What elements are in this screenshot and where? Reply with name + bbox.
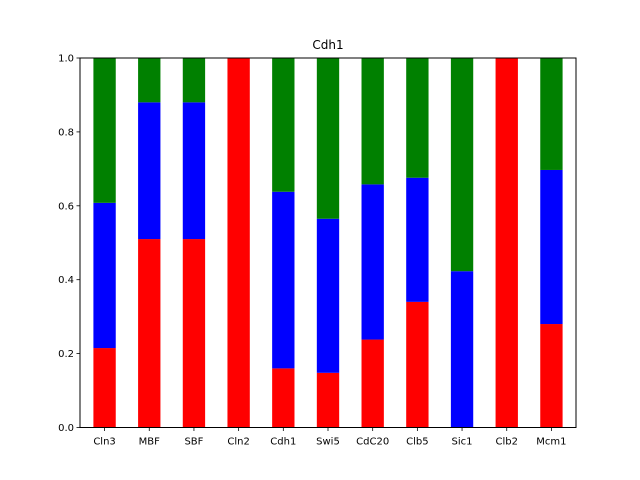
x-axis: Cln3 MBF SBF Cln2 Cdh1 Swi5 CdC20 Clb5 Sic1 Clb2 M… bbox=[93, 427, 567, 448]
bar-mcm1-segment-2 bbox=[540, 169, 563, 325]
y-tick-label: 0.6 bbox=[58, 201, 74, 212]
bar-cdh1-segment-1 bbox=[272, 368, 295, 428]
bar-cdh1-segment-2 bbox=[272, 191, 295, 369]
x-tick-label: Swi5 bbox=[316, 437, 340, 448]
x-tick-label: MBF bbox=[139, 437, 160, 448]
x-tick-label: Cln2 bbox=[227, 437, 249, 448]
bar-clb5-segment-3 bbox=[406, 58, 429, 178]
x-tick-label: CdC20 bbox=[356, 437, 389, 448]
y-tick-label: 0.0 bbox=[58, 423, 74, 434]
bar-sic1-segment-2 bbox=[450, 271, 474, 428]
y-tick-label: 0.4 bbox=[58, 275, 74, 286]
bar-cdc20-segment-3 bbox=[361, 58, 384, 185]
y-tick-label: 0.2 bbox=[58, 349, 74, 360]
y-axis: 0.0 0.2 0.4 0.6 0.8 1.0 bbox=[58, 54, 80, 434]
bar-clb5-segment-2 bbox=[406, 177, 429, 302]
bar-sbf-segment-1 bbox=[182, 239, 206, 428]
bar-sbf-segment-2 bbox=[182, 102, 206, 240]
x-tick-label: Cdh1 bbox=[270, 437, 296, 448]
bar-cln3-segment-3 bbox=[93, 58, 116, 203]
bar-mcm1-segment-3 bbox=[540, 58, 563, 170]
bar-cdh1-segment-3 bbox=[272, 58, 295, 192]
y-tick-label: 0.8 bbox=[58, 127, 74, 138]
x-tick-label: Clb2 bbox=[495, 437, 517, 448]
bar-clb5-segment-1 bbox=[406, 301, 429, 428]
bar-mbf-segment-2 bbox=[138, 102, 161, 240]
bar-cln2-segment-1 bbox=[227, 58, 250, 428]
bar-mcm1-segment-1 bbox=[540, 324, 563, 428]
plot-frame bbox=[79, 57, 577, 428]
y-tick-label: 1.0 bbox=[58, 54, 74, 65]
bar-swi5-segment-3 bbox=[316, 58, 340, 219]
bar-mbf-segment-3 bbox=[138, 58, 161, 103]
bar-sic1-segment-3 bbox=[450, 58, 474, 272]
bar-cdc20-segment-1 bbox=[361, 339, 384, 428]
bar-swi5-segment-2 bbox=[316, 218, 340, 373]
bar-clb2-segment-1 bbox=[495, 58, 518, 428]
chart-title: Cdh1 bbox=[312, 38, 343, 52]
bar-cdc20-segment-2 bbox=[361, 184, 384, 340]
x-tick-label: Sic1 bbox=[452, 437, 473, 448]
bar-cln3-segment-2 bbox=[93, 202, 116, 349]
x-tick-label: Mcm1 bbox=[536, 437, 566, 448]
x-tick-label: SBF bbox=[184, 437, 203, 448]
bar-mbf-segment-1 bbox=[138, 239, 161, 428]
x-tick-label: Clb5 bbox=[406, 437, 428, 448]
bar-sbf-segment-3 bbox=[182, 58, 206, 103]
bar-swi5-segment-1 bbox=[316, 372, 340, 428]
x-tick-label: Cln3 bbox=[93, 437, 115, 448]
bars-layer bbox=[93, 58, 563, 428]
bar-cln3-segment-1 bbox=[93, 348, 116, 428]
